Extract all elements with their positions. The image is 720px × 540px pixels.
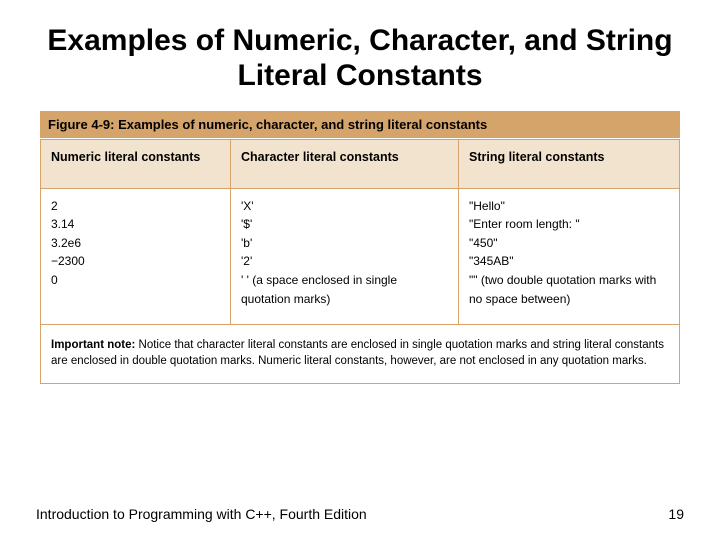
cell-numeric: 2 3.14 3.2e6 −2300 0 xyxy=(40,189,230,326)
note-row: Important note: Notice that character li… xyxy=(40,325,680,384)
col-header-string: String literal constants xyxy=(458,139,680,189)
note-text: Notice that character literal constants … xyxy=(51,339,664,367)
figure-caption: Figure 4-9: Examples of numeric, charact… xyxy=(40,111,680,139)
col-header-numeric: Numeric literal constants xyxy=(40,139,230,189)
figure: Figure 4-9: Examples of numeric, charact… xyxy=(40,111,680,384)
col-header-character: Character literal constants xyxy=(230,139,458,189)
cell-character: 'X' '$' 'b' '2' ' ' (a space enclosed in… xyxy=(230,189,458,326)
page-title: Examples of Numeric, Character, and Stri… xyxy=(36,24,684,93)
page-number: 19 xyxy=(668,506,684,522)
slide: Examples of Numeric, Character, and Stri… xyxy=(0,0,720,540)
table-body-row: 2 3.14 3.2e6 −2300 0 'X' '$' 'b' '2' ' '… xyxy=(40,189,680,326)
footer-left: Introduction to Programming with C++, Fo… xyxy=(36,506,367,522)
note-lead: Important note: xyxy=(51,339,135,351)
footer: Introduction to Programming with C++, Fo… xyxy=(36,506,684,522)
cell-string: "Hello" "Enter room length: " "450" "345… xyxy=(458,189,680,326)
table-header-row: Numeric literal constants Character lite… xyxy=(40,139,680,189)
